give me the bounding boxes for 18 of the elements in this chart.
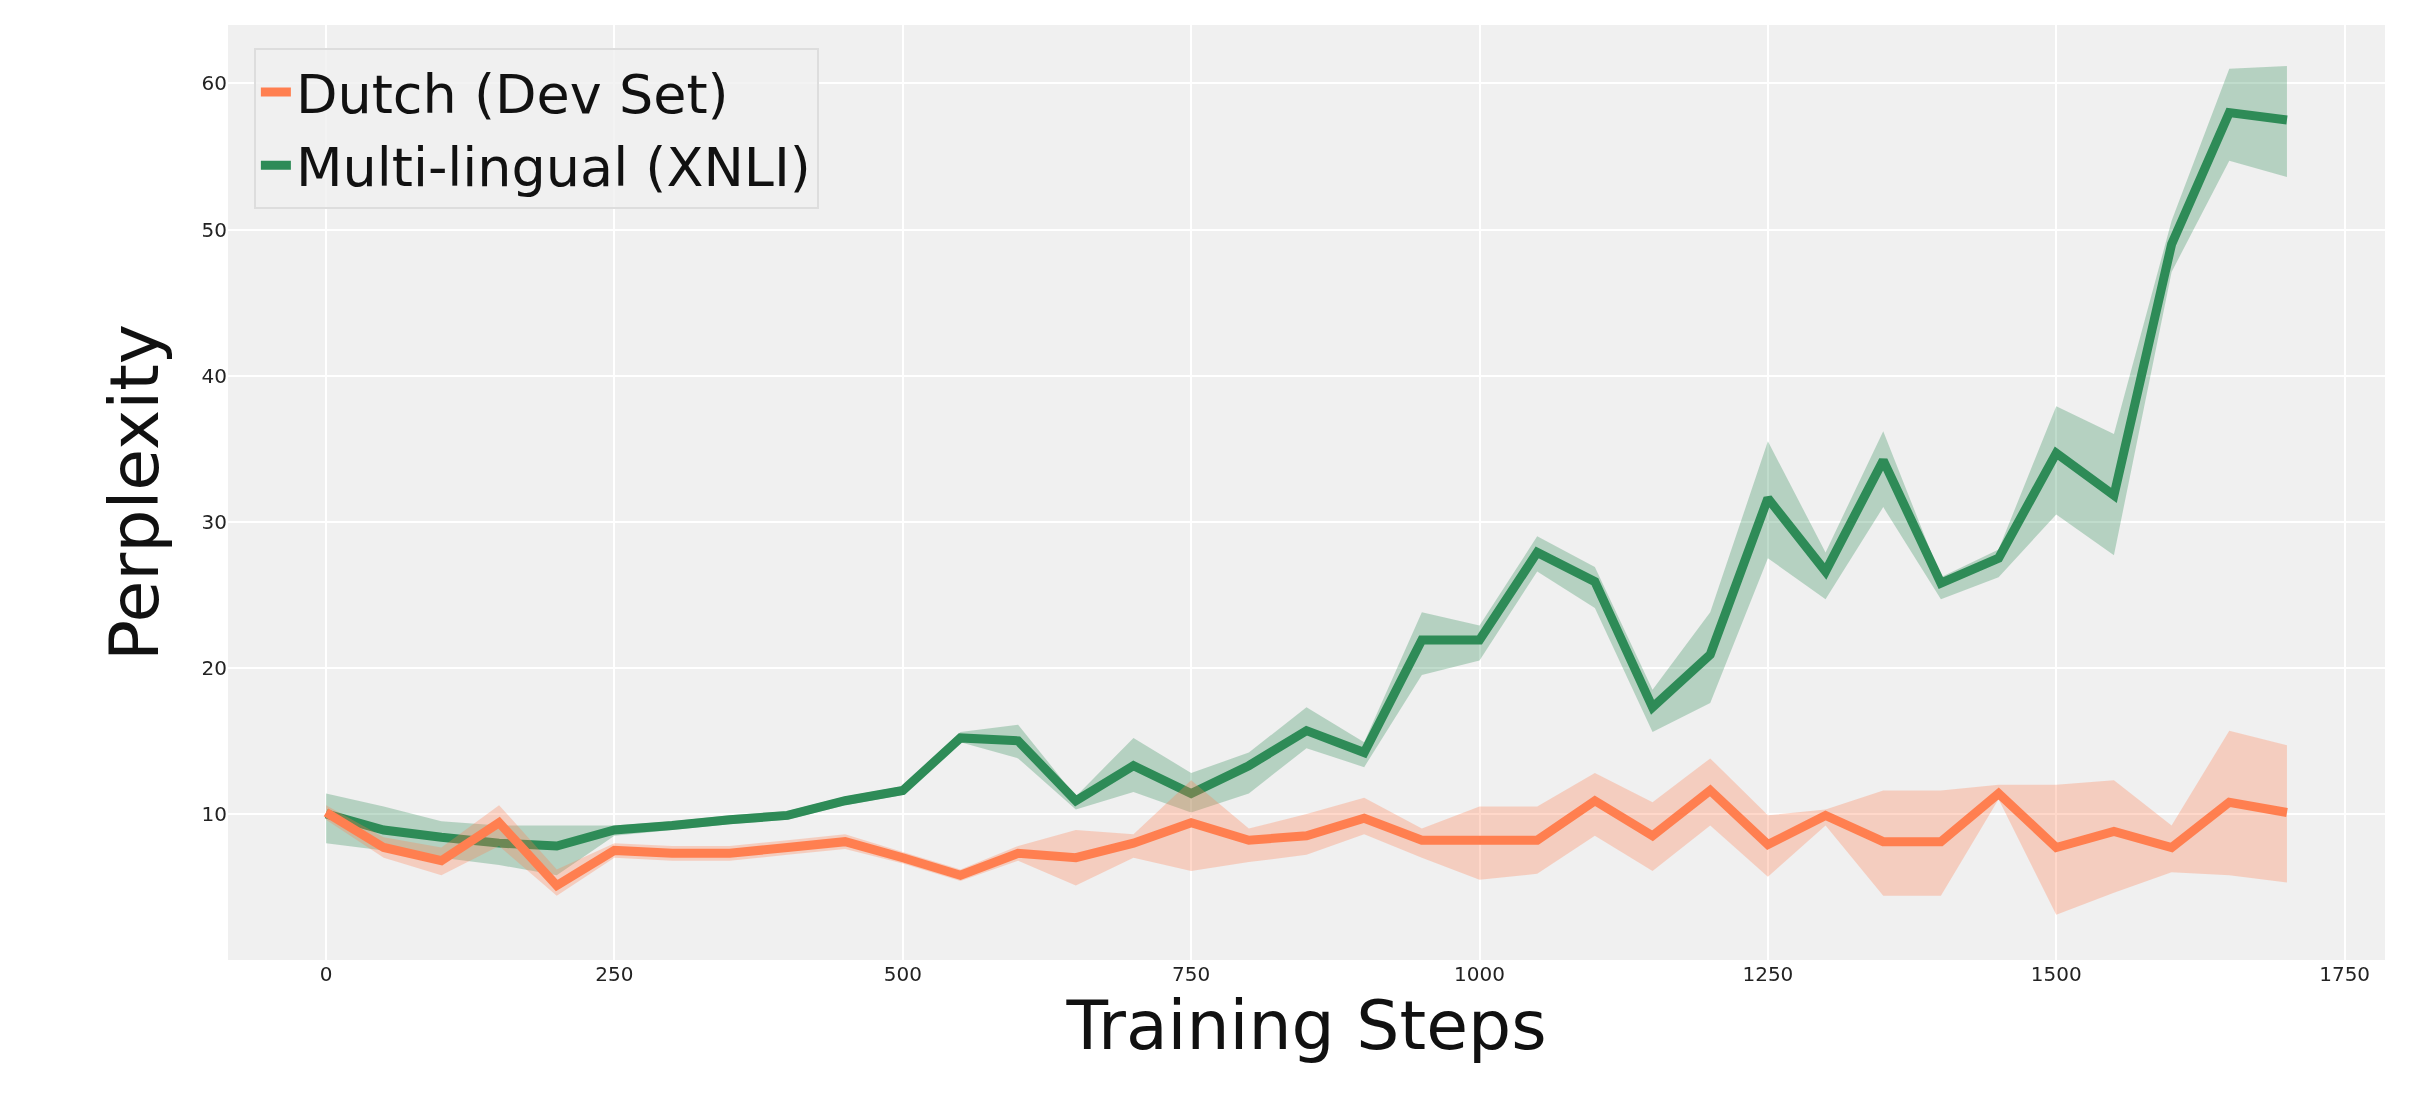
y-tick-label: 20	[201, 655, 227, 680]
y-tick-label: 30	[201, 509, 227, 534]
x-tick-label: 1750	[2319, 962, 2371, 986]
x-axis-title: Training Steps	[1065, 986, 1547, 1065]
y-tick-label: 10	[201, 801, 227, 826]
x-tick-label: 0	[319, 962, 333, 986]
x-tick-label: 1250	[1742, 962, 1794, 986]
y-axis-title: Perplexity	[95, 323, 175, 662]
x-tick-label: 500	[883, 962, 922, 986]
legend-label: Dutch (Dev Set)	[295, 63, 729, 127]
y-tick-label: 50	[201, 217, 227, 242]
x-tick-label: 1500	[2030, 962, 2082, 986]
y-tick-label: 60	[201, 71, 227, 96]
legend-label: Multi-lingual (XNLI)	[295, 136, 811, 200]
x-tick-label: 750	[1172, 962, 1211, 986]
x-tick-label: 250	[595, 962, 634, 986]
y-tick-label: 40	[201, 363, 227, 388]
x-tick-label: 1000	[1454, 962, 1505, 986]
